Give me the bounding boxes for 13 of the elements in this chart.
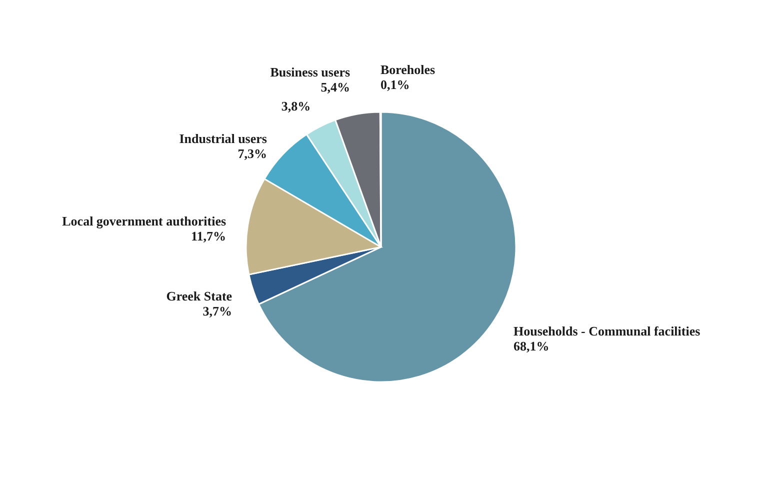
slice-label: Business users: [270, 64, 350, 80]
data-label: 5,4%: [320, 80, 350, 95]
slice-label: Local government authorities: [62, 214, 226, 229]
data-label: 68,1%: [513, 338, 550, 354]
slice-label: Greek State: [166, 288, 232, 304]
slice-label: Industrial users: [179, 131, 267, 146]
data-label: 3,7%: [202, 304, 232, 319]
data-label: 11,7%: [191, 228, 226, 244]
slice-label: Households - Communal facilities: [513, 323, 700, 338]
data-label: 3,8%: [281, 98, 311, 114]
slice-label: Boreholes: [380, 62, 436, 77]
data-label: 7,3%: [238, 146, 267, 162]
data-label: 0,1%: [380, 77, 410, 92]
